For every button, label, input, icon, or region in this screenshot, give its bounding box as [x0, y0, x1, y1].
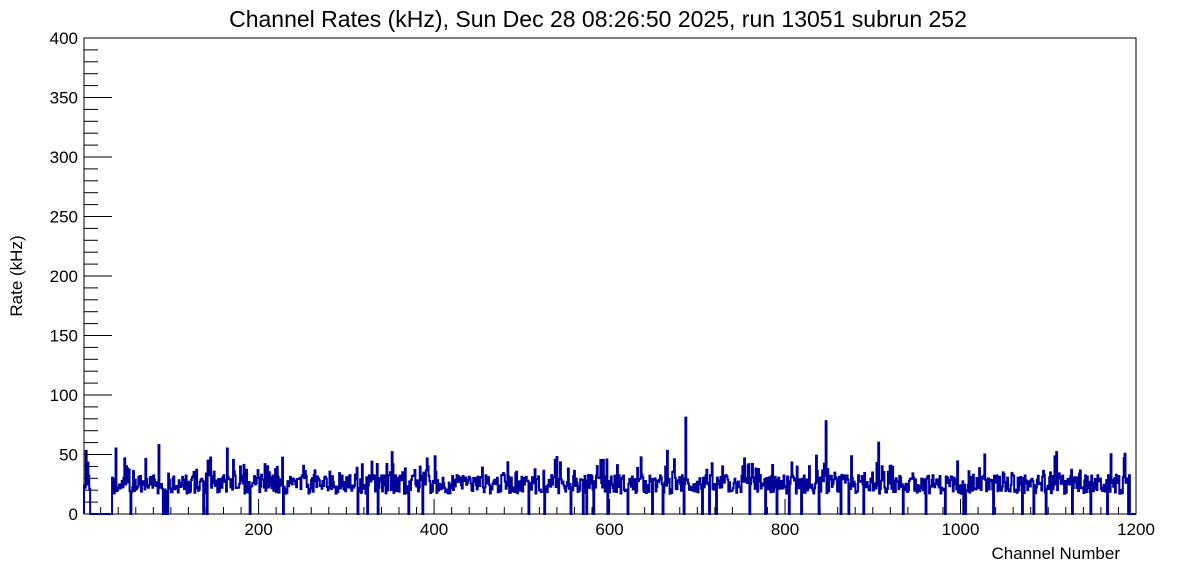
y-tick-label: 0: [69, 505, 78, 524]
y-tick-label: 50: [59, 446, 78, 465]
plot-frame: [83, 37, 1137, 515]
y-tick-label: 100: [50, 386, 78, 405]
x-tick-label: 800: [771, 520, 799, 539]
y-axis-title: Rate (kHz): [7, 235, 26, 316]
y-tick-label: 250: [50, 208, 78, 227]
x-tick-label: 1000: [942, 520, 980, 539]
x-axis: 200 400 600 800 1000 1200: [100, 499, 1155, 539]
y-tick-label: 200: [50, 267, 78, 286]
y-tick-label: 400: [50, 29, 78, 48]
x-tick-label: 200: [244, 520, 272, 539]
y-tick-label: 300: [50, 148, 78, 167]
chart-title: Channel Rates (kHz), Sun Dec 28 08:26:50…: [229, 6, 967, 32]
y-axis: 0 50 100 150 200 250 300 350 400: [50, 29, 112, 524]
x-tick-label: 400: [420, 520, 448, 539]
x-tick-label: 600: [595, 520, 623, 539]
channel-rate-series: [83, 416, 1136, 515]
x-tick-label: 1200: [1117, 520, 1155, 539]
y-tick-label: 350: [50, 89, 78, 108]
x-axis-title: Channel Number: [991, 544, 1120, 563]
y-tick-label: 150: [50, 327, 78, 346]
